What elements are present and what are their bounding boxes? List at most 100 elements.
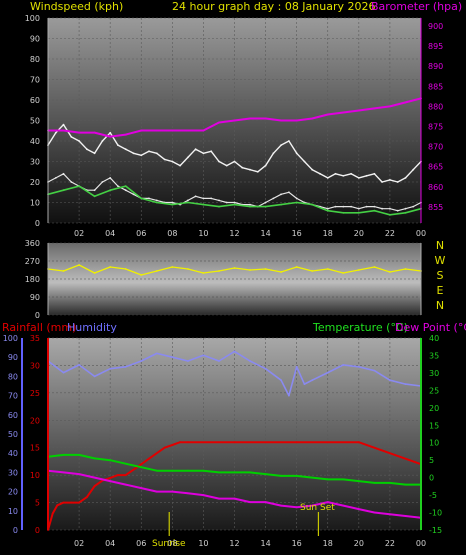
avg-wind-line-point xyxy=(326,209,329,212)
rainfall-line-point xyxy=(51,512,54,515)
main-title: 24 hour graph day : 08 January 2026 xyxy=(172,0,376,13)
dewpoint-line-point xyxy=(124,483,127,486)
wind-title: Windspeed (kph) xyxy=(30,0,123,13)
gust-line-point xyxy=(350,172,352,175)
direction-line-point xyxy=(93,272,96,274)
barometer-line-point xyxy=(342,111,345,114)
temp-y-tick-label: 5 xyxy=(429,456,434,465)
wind-line-point xyxy=(295,197,298,200)
rainfall-line-point xyxy=(70,501,73,504)
gust-line-point xyxy=(396,181,399,183)
wind-line-point xyxy=(249,203,251,206)
direction-line-point xyxy=(109,266,112,268)
humidity-line-point xyxy=(311,379,314,382)
avg-wind-line-point xyxy=(124,185,127,188)
gust-line-point xyxy=(404,177,407,179)
wind-y-tick-label: 70 xyxy=(30,76,40,85)
temperature-line-point xyxy=(109,459,112,462)
barometer-line-point xyxy=(124,133,127,136)
dewpoint-line-point xyxy=(280,504,282,507)
direction-line-point xyxy=(311,270,314,272)
avg-wind-line-point xyxy=(93,195,96,198)
dewpoint-line-point xyxy=(404,515,407,517)
baro-y-tick-label: 860 xyxy=(428,183,443,192)
rain-y-tick-label: 0 xyxy=(35,526,40,535)
humidity-y-tick-label: 50 xyxy=(8,430,18,439)
gust-line-point xyxy=(62,123,65,126)
gust-line-point xyxy=(202,152,205,155)
wind-line-point xyxy=(334,205,337,208)
dewpoint-line-point xyxy=(264,501,267,503)
climate-x-tick-label: 08 xyxy=(167,539,177,548)
temp-y-tick-label: 15 xyxy=(429,421,439,430)
wind-line-point xyxy=(194,195,197,198)
humidity-line-point xyxy=(264,367,267,370)
avg-wind-line-point xyxy=(62,189,65,192)
humidity-title: Humidity xyxy=(67,321,117,334)
wind-x-tick-label: 10 xyxy=(198,229,208,238)
direction-series xyxy=(47,264,422,276)
gust-line-point xyxy=(280,144,282,147)
gust-line-point xyxy=(163,158,166,161)
wind-line-point xyxy=(218,199,220,202)
humidity-line-point xyxy=(62,371,65,374)
gust-line-point xyxy=(101,140,104,142)
humidity-line-point xyxy=(202,354,205,357)
temperature-line-point xyxy=(295,475,298,477)
baro-y-tick-label: 870 xyxy=(428,143,443,152)
gust-line-point xyxy=(365,174,368,177)
gust-line-point xyxy=(233,160,236,163)
wind-line-point xyxy=(264,201,267,204)
barometer-line-point xyxy=(109,135,112,138)
gust-line-point xyxy=(140,154,143,157)
wind-y-tick-label: 60 xyxy=(30,96,40,105)
humidity-line-point xyxy=(404,383,407,385)
gust-line-point xyxy=(148,150,150,153)
compass-label-E: E xyxy=(437,284,444,297)
rainfall-line-point xyxy=(163,446,166,449)
climate-x-tick-label: 04 xyxy=(105,539,115,548)
dew-title: Dew Point (°C) xyxy=(395,321,466,334)
wind-y-tick-label: 30 xyxy=(30,158,40,167)
humidity-y-tick-label: 70 xyxy=(8,392,18,401)
wind-y-tick-label: 20 xyxy=(30,178,40,187)
humidity-y-tick-label: 90 xyxy=(8,353,18,362)
barometer-line-point xyxy=(280,119,282,122)
avg-wind-line-point xyxy=(78,185,80,188)
wind-line-point xyxy=(101,181,104,183)
baro-y-tick-label: 895 xyxy=(428,42,443,51)
wind-axes: 0 10 20 30 40 50 60 70 80 90 100 02 04 06 08 10 12 14 16 18… xyxy=(25,14,444,238)
rainfall-line-point xyxy=(179,441,182,444)
direction-line-point xyxy=(124,268,127,270)
rain-y-tick-label: 30 xyxy=(30,361,40,370)
temperature-line-point xyxy=(311,476,314,479)
rain-y-tick-label: 25 xyxy=(30,389,40,398)
wind-line-point xyxy=(155,199,158,202)
gust-line-point xyxy=(319,172,321,175)
climate-x-tick-label: 00 xyxy=(416,539,426,548)
direction-line-point xyxy=(326,268,329,270)
avg-wind-line-point xyxy=(155,201,158,204)
humidity-y-tick-label: 80 xyxy=(8,372,18,381)
wind-x-tick-label: 12 xyxy=(229,229,239,238)
humidity-line-point xyxy=(295,365,298,368)
avg-wind-line-point xyxy=(404,211,407,214)
climate-x-tick-label: 12 xyxy=(229,539,239,548)
temp-y-tick-label: 0 xyxy=(429,474,434,483)
rainfall-line-point xyxy=(78,501,80,504)
wind-line-point xyxy=(404,207,407,210)
rainfall-line-point xyxy=(295,441,298,444)
direction-line-point xyxy=(187,268,189,270)
temperature-line-point xyxy=(124,462,127,465)
direction-line-point xyxy=(78,264,80,266)
dewpoint-line-point xyxy=(295,506,298,509)
barometer-line-point xyxy=(311,117,314,120)
avg-wind-line-point xyxy=(187,201,189,204)
rainfall-line-point xyxy=(171,444,174,446)
gust-line-point xyxy=(256,170,259,173)
gust-line-point xyxy=(210,150,213,153)
humidity-line-point xyxy=(124,365,127,368)
wind-line-point xyxy=(357,207,360,210)
